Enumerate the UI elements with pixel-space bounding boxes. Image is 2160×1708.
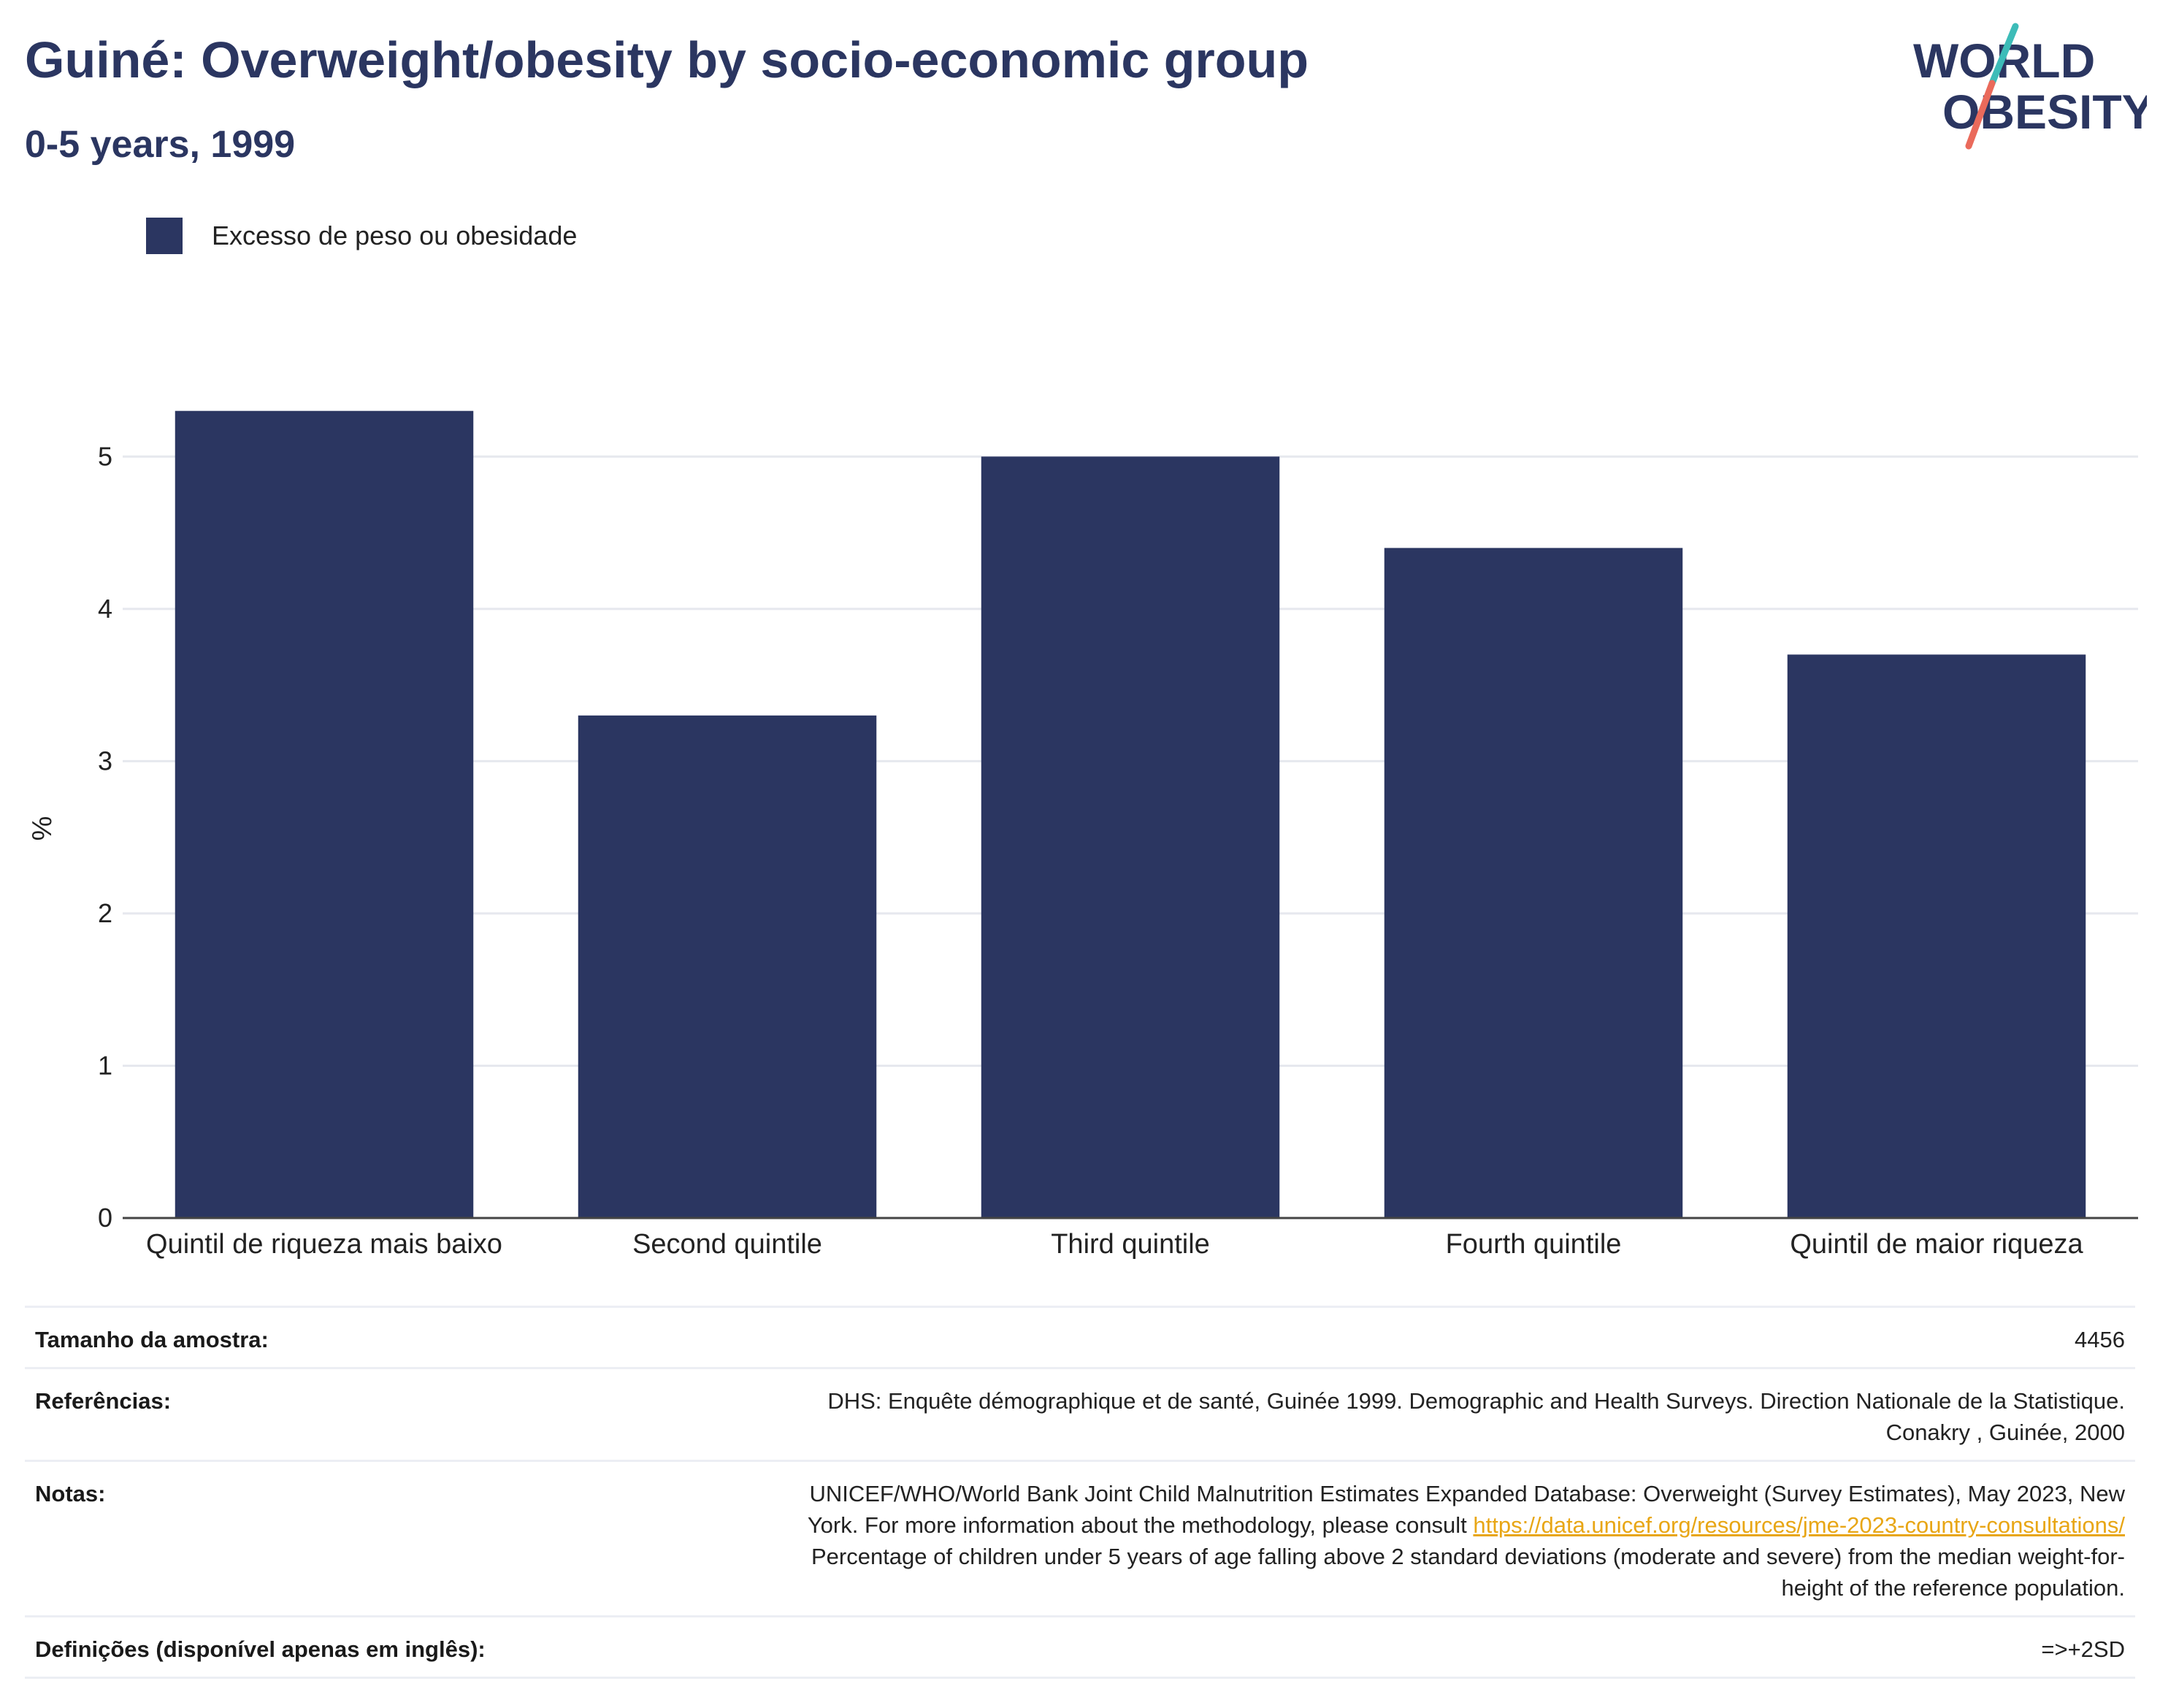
- methodology-link[interactable]: https://data.unicef.org/resources/jme-20…: [1473, 1512, 2125, 1538]
- references-value: DHS: Enquête démographique et de santé, …: [615, 1367, 2135, 1462]
- x-tick-label: Quintil de riqueza mais baixo: [146, 1229, 502, 1260]
- x-tick-label: Second quintile: [632, 1229, 822, 1260]
- chart-subtitle: 0-5 years, 1999: [25, 123, 296, 166]
- axes: 0 1 2 3 4 5 Quintil de riqueza mais baixo Secon…: [27, 441, 2138, 1260]
- info-row-definitions: Definições (disponível apenas em inglês)…: [25, 1615, 2135, 1679]
- info-row-references: Referências: DHS: Enquête démographique …: [25, 1367, 2135, 1462]
- info-table: Tamanho da amostra: 4456 Referências: DH…: [25, 1306, 2135, 1679]
- y-tick-label: 0: [98, 1203, 112, 1233]
- info-row-notes: Notas: UNICEF/WHO/World Bank Joint Child…: [25, 1460, 2135, 1617]
- bar[interactable]: [175, 410, 474, 1218]
- legend-label: Excesso de peso ou obesidade: [212, 221, 578, 250]
- references-label: Referências:: [25, 1367, 615, 1462]
- notes-line-1: UNICEF/WHO/World Bank Joint Child Malnut…: [809, 1481, 2125, 1506]
- world-obesity-logo: WORLD OBESITY: [1913, 23, 2147, 150]
- notes-line-2: York. For more information about the met…: [625, 1509, 2125, 1541]
- sample-label: Tamanho da amostra:: [25, 1306, 615, 1369]
- y-axis-label: %: [27, 816, 58, 841]
- y-tick-label: 4: [98, 594, 112, 624]
- sample-value: 4456: [615, 1306, 2135, 1369]
- references-line-1: DHS: Enquête démographique et de santé, …: [827, 1388, 2125, 1414]
- bar[interactable]: [981, 456, 1280, 1218]
- notes-line-2-text: York. For more information about the met…: [807, 1512, 1474, 1538]
- bar[interactable]: [578, 715, 877, 1218]
- legend-swatch: [146, 218, 183, 254]
- bar-chart: 0 1 2 3 4 5 Quintil de riqueza mais baixo Secon…: [27, 410, 2138, 1260]
- definitions-value: =>+2SD: [615, 1615, 2135, 1679]
- notes-label: Notas:: [25, 1460, 615, 1617]
- x-tick-label: Third quintile: [1051, 1229, 1210, 1260]
- notes-line-4: height of the reference population.: [1781, 1575, 2125, 1601]
- bar[interactable]: [1787, 654, 2086, 1218]
- bar[interactable]: [1384, 548, 1683, 1218]
- x-tick-label: Quintil de maior riqueza: [1790, 1229, 2083, 1260]
- notes-line-3: Percentage of children under 5 years of …: [811, 1544, 2125, 1569]
- bars: [175, 410, 2086, 1218]
- chart-title: Guiné: Overweight/obesity by socio-econo…: [25, 31, 1309, 88]
- logo-slash-coral: [1965, 80, 1996, 150]
- logo-slash-teal: [1988, 23, 2019, 87]
- x-tick-label: Fourth quintile: [1446, 1229, 1622, 1260]
- y-tick-label: 5: [98, 441, 112, 471]
- y-tick-label: 3: [98, 746, 112, 776]
- references-line-2: Conakry , Guinée, 2000: [1885, 1420, 2125, 1445]
- info-row-sample: Tamanho da amostra: 4456: [25, 1306, 2135, 1369]
- y-tick-label: 2: [98, 898, 112, 928]
- notes-value: UNICEF/WHO/World Bank Joint Child Malnut…: [615, 1460, 2135, 1617]
- definitions-label: Definições (disponível apenas em inglês)…: [25, 1615, 615, 1679]
- y-tick-label: 1: [98, 1050, 112, 1080]
- chart-legend[interactable]: Excesso de peso ou obesidade: [146, 218, 577, 254]
